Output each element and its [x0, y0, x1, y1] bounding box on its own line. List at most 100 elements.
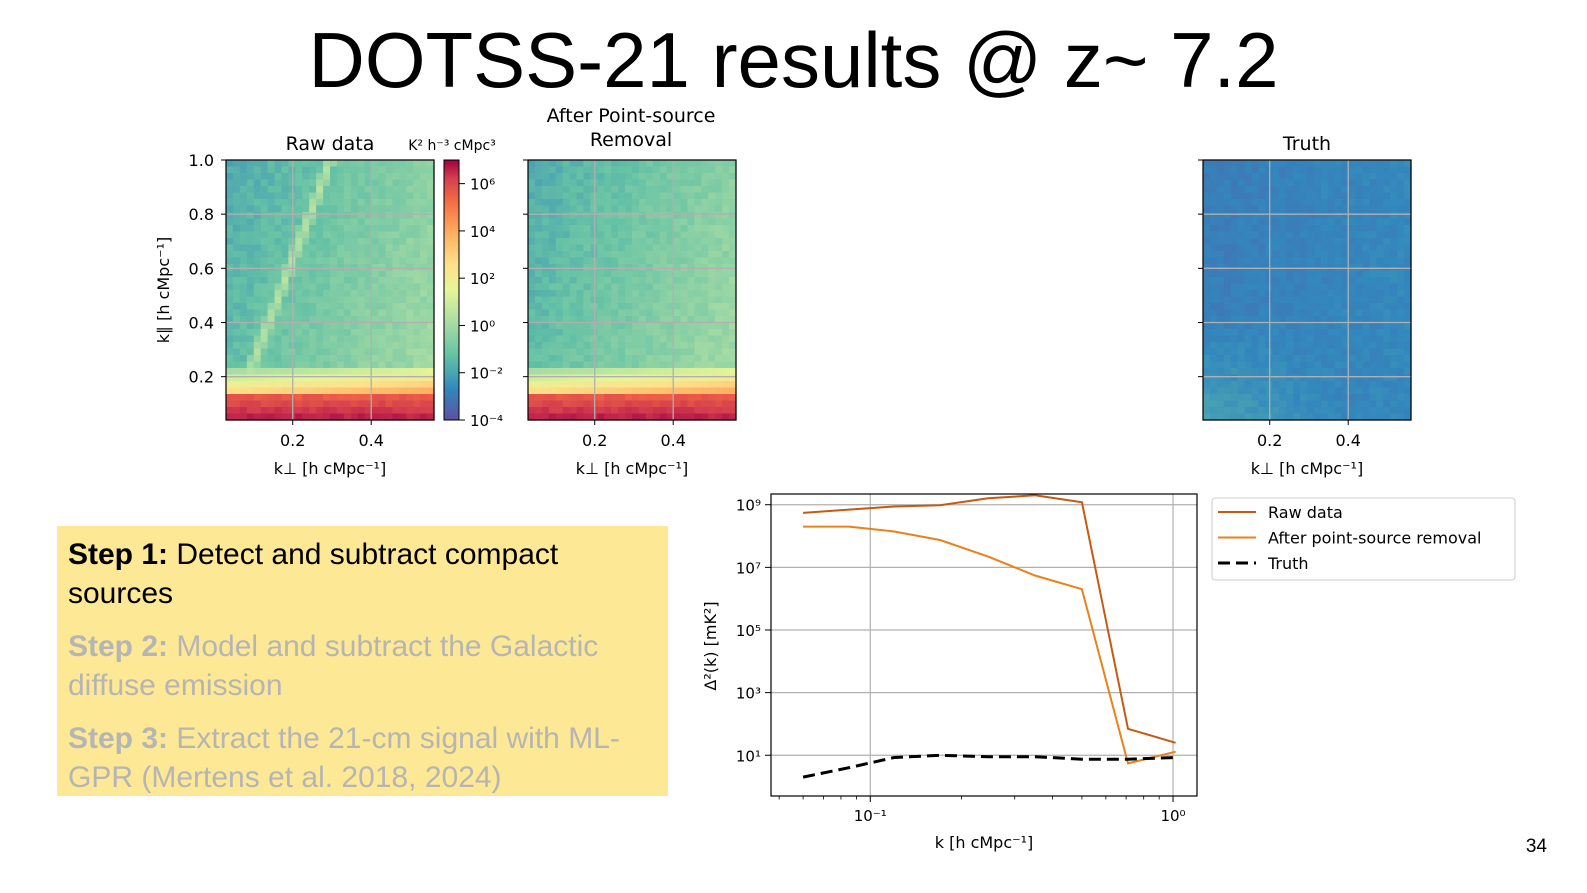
heatmap-cell: [281, 348, 289, 356]
heatmap-cell: [652, 186, 661, 194]
heatmap-cell: [1313, 277, 1322, 285]
heatmap-cell: [1362, 277, 1370, 285]
heatmap-cell: [548, 290, 557, 298]
heatmap-cell: [323, 179, 331, 187]
heatmap-cell: [652, 199, 661, 207]
heatmap-cell: [1203, 407, 1211, 415]
heatmap-cell: [1397, 257, 1405, 265]
heatmap-cell: [659, 342, 668, 350]
heatmap-cell: [1230, 173, 1239, 181]
heatmap-cell: [1362, 264, 1370, 272]
heatmap-cell: [708, 387, 716, 395]
heatmap-cell: [604, 387, 612, 395]
heatmap-cell: [1244, 251, 1253, 259]
heatmap-cell: [673, 374, 682, 382]
heatmap-cell: [1369, 212, 1377, 220]
heatmap-cell: [632, 394, 640, 402]
heatmap-cell: [638, 355, 647, 363]
heatmap-cell: [722, 316, 730, 324]
heatmap-cell: [295, 355, 303, 363]
heatmap-cell: [1272, 374, 1280, 382]
heatmap-cell: [645, 329, 654, 337]
heatmap-cell: [1216, 387, 1225, 395]
heatmap-cell: [562, 407, 571, 415]
heatmap-cell: [420, 225, 428, 233]
heatmap-cell: [638, 381, 647, 389]
heatmap-cell: [666, 296, 675, 304]
heatmap-cell: [1348, 218, 1357, 226]
heatmap-cell: [652, 264, 661, 272]
heatmap-cell: [1293, 192, 1301, 200]
heatmap-cell: [673, 238, 682, 246]
heatmap-cell: [555, 322, 564, 330]
heatmap-cell: [1313, 400, 1322, 408]
heatmap-cell: [1313, 303, 1322, 311]
heatmap-cell: [1390, 173, 1398, 181]
heatmap-cell: [371, 270, 380, 278]
heatmap-cell: [659, 394, 668, 402]
heatmap-cell: [1307, 225, 1315, 233]
heatmap-cell: [1397, 400, 1405, 408]
heatmap-cell: [1223, 173, 1232, 181]
heatmap-cell: [729, 270, 737, 278]
heatmap-cell: [1362, 335, 1370, 343]
heatmap-cell: [232, 303, 241, 311]
heatmap-cell: [1286, 348, 1294, 356]
heatmap-cell: [302, 244, 310, 252]
heatmap-cell: [239, 342, 248, 350]
heatmap-cell: [1307, 166, 1315, 174]
heatmap-cell: [1397, 322, 1405, 330]
heatmap-cell: [1279, 322, 1287, 330]
heatmap-cell: [378, 277, 387, 285]
heatmap-cell: [1209, 342, 1218, 350]
heatmap-cell: [1216, 394, 1225, 402]
heatmap-cell: [1223, 355, 1232, 363]
heatmap-cell: [343, 394, 352, 402]
heatmap-cell: [1237, 335, 1246, 343]
heatmap-cell: [1244, 296, 1253, 304]
heatmap-cell: [673, 413, 682, 421]
heatmap-cell: [267, 296, 276, 304]
heatmap-cell: [316, 303, 324, 311]
heatmap-cell: [604, 316, 612, 324]
heatmap-cell: [295, 212, 303, 220]
step-3-label: Step 3:: [68, 722, 169, 755]
heatmap-cell: [413, 173, 421, 181]
heatmap-cell: [316, 329, 324, 337]
heatmap-cell: [1286, 342, 1294, 350]
heatmap-cell: [562, 160, 571, 168]
heatmap-cell: [673, 387, 682, 395]
heatmap-cell: [246, 381, 255, 389]
heatmap-cell: [673, 257, 682, 265]
heatmap-cell: [687, 166, 695, 174]
heatmap-cell: [1313, 381, 1322, 389]
heatmap-cell: [399, 264, 407, 272]
heatmap-cell: [583, 283, 591, 291]
heatmap-cell: [576, 355, 585, 363]
heatmap-cell: [562, 231, 571, 239]
heatmap-cell: [427, 160, 435, 168]
heatmap-cell: [694, 225, 702, 233]
heatmap-cell: [295, 192, 303, 200]
heatmap-cell: [246, 296, 255, 304]
heatmap-cell: [1397, 251, 1405, 259]
heatmap-cell: [309, 173, 317, 181]
heatmap-cell: [1320, 166, 1329, 174]
heatmap-cell: [569, 329, 578, 337]
heatmap-cell: [1237, 342, 1246, 350]
heatmap-cell: [1237, 290, 1246, 298]
heatmap-cell: [267, 231, 276, 239]
heatmap-cell: [708, 199, 716, 207]
heatmap-cell: [1244, 303, 1253, 311]
heatmap-cell: [1307, 361, 1315, 369]
heatmap-cell: [597, 309, 605, 317]
heatmap-cell: [1334, 348, 1343, 356]
heatmap-cell: [1320, 186, 1329, 194]
heatmap-cell: [1362, 361, 1370, 369]
heatmap-cell: [364, 192, 373, 200]
heatmap-cell: [604, 348, 612, 356]
heatmap-cell: [1223, 212, 1232, 220]
heatmap-cell: [541, 277, 550, 285]
heatmap-cell: [1286, 166, 1294, 174]
heatmap-cell: [645, 186, 654, 194]
